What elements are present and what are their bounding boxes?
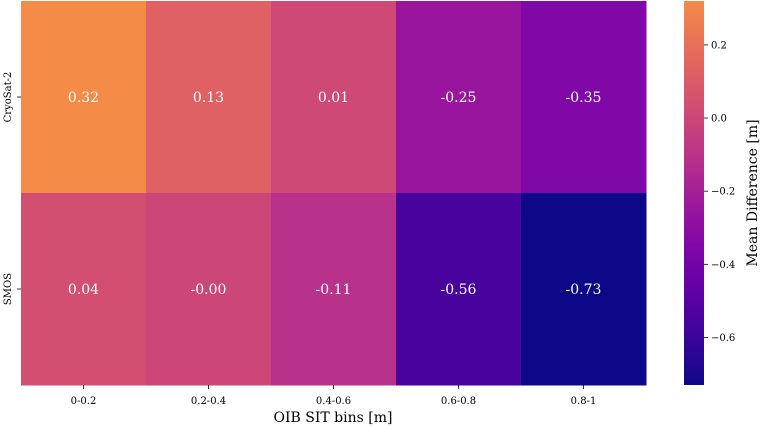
- heatmap-cell: [21, 1, 147, 194]
- colorbar-gradient: [684, 1, 704, 385]
- colorbar-tick-label: −0.4: [711, 260, 735, 271]
- heatmap-cell: [521, 193, 647, 386]
- heatmap-cell: [271, 193, 397, 386]
- heatmap-cell: [146, 193, 272, 386]
- cell-value-label: -0.56: [441, 282, 477, 298]
- cell-value-label: -0.73: [566, 282, 602, 298]
- cell-value-label: 0.04: [68, 282, 99, 298]
- x-axis: 0-0.2 0.2-0.4 0.4-0.6 0.6-0.8 0.8-1: [71, 385, 597, 407]
- cell-value-label: -0.11: [316, 282, 352, 298]
- x-tick-label: 0.6-0.8: [441, 396, 476, 407]
- heatmap-cell: [146, 1, 272, 194]
- y-tick-label: CryoSat-2: [3, 72, 14, 123]
- x-axis-label: OIB SIT bins [m]: [274, 410, 393, 426]
- x-tick-label: 0.8-1: [571, 396, 597, 407]
- heatmap-cell: [271, 1, 397, 194]
- colorbar-ticks: 0.2 0.0 −0.2 −0.4 −0.6: [704, 40, 735, 344]
- cell-value-label: 0.32: [68, 90, 99, 106]
- heatmap-cell: [396, 193, 522, 386]
- cell-value-label: -0.35: [566, 90, 602, 106]
- colorbar-tick-label: −0.2: [711, 187, 735, 198]
- y-tick-label: SMOS: [3, 273, 14, 305]
- heatmap-cells: 0.32 0.13 0.01 -0.25 -0.35 0.04 -0.00 -0.11 -0.5…: [21, 1, 647, 386]
- cell-value-label: -0.00: [191, 282, 227, 298]
- heatmap-cell: [21, 193, 147, 386]
- x-tick-label: 0-0.2: [71, 396, 97, 407]
- y-axis: CryoSat-2 SMOS: [3, 72, 21, 305]
- colorbar-tick-label: 0.0: [711, 114, 727, 125]
- colorbar-label: Mean Difference [m]: [745, 119, 761, 266]
- heatmap-cell: [521, 1, 647, 194]
- colorbar: 0.2 0.0 −0.2 −0.4 −0.6 Mean Difference [m]: [684, 1, 761, 385]
- heatmap-cell: [396, 1, 522, 194]
- cell-value-label: 0.01: [318, 90, 349, 106]
- colorbar-tick-label: 0.2: [711, 40, 727, 51]
- x-tick-label: 0.4-0.6: [316, 396, 351, 407]
- cell-value-label: 0.13: [193, 90, 224, 106]
- cell-value-label: -0.25: [441, 90, 477, 106]
- x-tick-label: 0.2-0.4: [191, 396, 226, 407]
- colorbar-tick-label: −0.6: [711, 333, 735, 344]
